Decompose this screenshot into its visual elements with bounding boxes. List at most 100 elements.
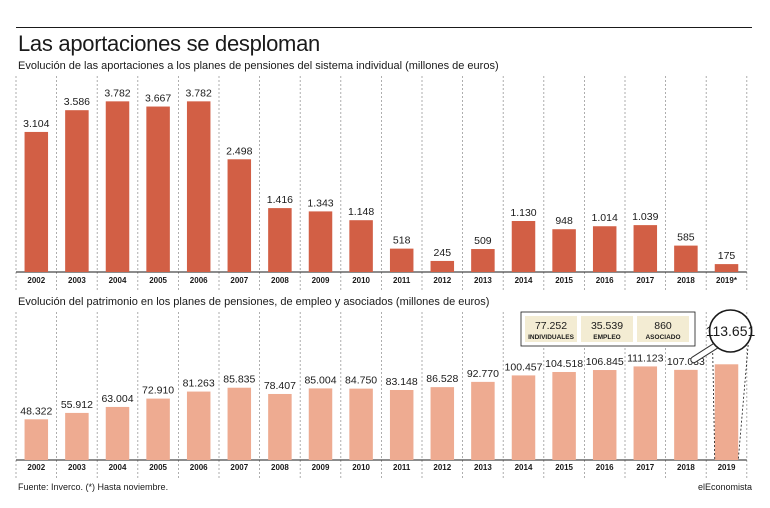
chart2-tick-label: 2016 bbox=[596, 463, 614, 472]
chart1-value-label: 518 bbox=[393, 235, 411, 247]
chart2-bar bbox=[268, 393, 292, 460]
chart2-value-label: 100.457 bbox=[505, 361, 543, 373]
chart2-bar bbox=[186, 391, 211, 460]
chart1-tick-label: 2017 bbox=[636, 276, 654, 285]
chart2-value-label: 85.004 bbox=[304, 374, 336, 386]
chart1-bar bbox=[674, 245, 698, 272]
chart2-bar bbox=[592, 370, 617, 460]
chart1-bar bbox=[308, 211, 333, 272]
chart1-value-label: 3.667 bbox=[145, 93, 171, 105]
breakdown-label: INDIVIDUALES bbox=[528, 334, 575, 341]
page-title: Las aportaciones se desploman bbox=[18, 31, 320, 56]
chart1-tick-label: 2002 bbox=[27, 276, 45, 285]
chart2-tick-label: 2007 bbox=[230, 463, 248, 472]
chart2-value-label: 86.528 bbox=[426, 373, 458, 385]
chart1-value-label: 585 bbox=[677, 232, 695, 244]
chart2-tick-label: 2017 bbox=[636, 463, 654, 472]
chart1-bar bbox=[227, 159, 252, 272]
chart2-value-label: 78.407 bbox=[264, 380, 296, 392]
magnifier-circle bbox=[708, 309, 753, 353]
chart1-value-label: 3.104 bbox=[23, 118, 49, 130]
chart1-tick-label: 2014 bbox=[515, 276, 533, 285]
chart1-value-label: 1.148 bbox=[348, 206, 374, 218]
chart1-value-label: 509 bbox=[474, 235, 492, 247]
chart2-value-label: 92.770 bbox=[467, 368, 499, 380]
chart2-title: Evolución del patrimonio en los planes d… bbox=[18, 296, 490, 308]
chart2-value-label: 111.123 bbox=[627, 352, 664, 364]
chart1-title: Evolución de las aportaciones a los plan… bbox=[18, 60, 499, 72]
chart2-bar bbox=[24, 419, 49, 460]
chart2-tick-label: 2018 bbox=[677, 463, 695, 472]
chart1-tick-label: 2016 bbox=[596, 276, 614, 285]
chart1-value-label: 948 bbox=[555, 215, 573, 227]
chart2-value-label: 63.004 bbox=[101, 393, 133, 405]
chart1-value-label: 3.782 bbox=[186, 87, 212, 99]
breakdown-cell bbox=[637, 316, 689, 342]
chart2-value-label: 48.322 bbox=[20, 405, 52, 417]
chart1-tick-label: 2007 bbox=[230, 276, 248, 285]
chart2-value-label: 72.910 bbox=[142, 385, 174, 397]
chart2-bar bbox=[146, 398, 170, 460]
chart2-tick-label: 2003 bbox=[68, 463, 86, 472]
breakdown-value: 860 bbox=[654, 320, 672, 332]
chart1-value-label: 1.039 bbox=[632, 211, 658, 223]
breakdown-cell bbox=[525, 316, 577, 342]
breakdown-label: ASOCIADO bbox=[645, 334, 680, 341]
chart2-bar bbox=[65, 412, 89, 460]
chart2-tick-label: 2011 bbox=[393, 463, 411, 472]
chart1-value-label: 3.782 bbox=[104, 87, 130, 99]
chart1-bar bbox=[714, 264, 739, 272]
chart1-value-label: 1.416 bbox=[267, 194, 293, 206]
chart1-tick-label: 2008 bbox=[271, 276, 289, 285]
breakdown-cell bbox=[581, 316, 633, 342]
chart1-tick-label: 2003 bbox=[68, 276, 86, 285]
chart1-aportaciones: 3.104 2002 3.586 2003 3.782 2004 3.667 2005 3.78… bbox=[15, 76, 748, 290]
chart1-tick-label: 2012 bbox=[433, 276, 451, 285]
chart2-value-label: 83.148 bbox=[386, 376, 418, 388]
chart2-bar bbox=[308, 388, 333, 460]
chart2-patrimonio: 48.322 2002 55.912 2003 63.004 2004 72.910 2005… bbox=[15, 312, 748, 478]
chart2-tick-label: 2019 bbox=[718, 463, 736, 472]
chart2-tick-label: 2015 bbox=[555, 463, 573, 472]
footer-brand: elEconomista bbox=[697, 482, 752, 492]
chart1-value-label: 245 bbox=[434, 247, 452, 259]
chart1-tick-label: 2004 bbox=[109, 276, 127, 285]
chart2-bar bbox=[674, 369, 698, 460]
chart1-bar bbox=[633, 225, 658, 272]
breakdown-callout: 77.252 INDIVIDUALES 35.539 EMPLEO 860 ASOCIAD… bbox=[520, 309, 756, 461]
chart1-bar bbox=[65, 110, 89, 272]
chart2-bar bbox=[511, 375, 536, 460]
chart1-bar bbox=[24, 131, 49, 272]
chart1-tick-label: 2010 bbox=[352, 276, 370, 285]
chart1-bar bbox=[552, 229, 576, 272]
chart1-tick-label: 2006 bbox=[190, 276, 208, 285]
chart2-tick-label: 2006 bbox=[190, 463, 208, 472]
chart2-tick-label: 2010 bbox=[352, 463, 370, 472]
chart2-value-label: 85.835 bbox=[223, 374, 255, 386]
chart1-bar bbox=[349, 220, 373, 272]
chart2-bar bbox=[471, 381, 495, 460]
chart2-tick-label: 2014 bbox=[515, 463, 533, 472]
chart1-value-label: 1.343 bbox=[307, 197, 333, 209]
chart1-tick-label: 2009 bbox=[312, 276, 330, 285]
chart2-bar bbox=[714, 364, 739, 460]
chart2-bar bbox=[349, 388, 373, 460]
chart2-value-label-2019: 113.651 bbox=[706, 323, 756, 339]
chart2-tick-label: 2008 bbox=[271, 463, 289, 472]
chart2-tick-label: 2004 bbox=[109, 463, 127, 472]
footer-source: Fuente: Inverco. (*) Hasta noviembre. bbox=[18, 482, 169, 492]
chart1-tick-label: 2011 bbox=[393, 276, 411, 285]
chart2-value-label: 84.750 bbox=[345, 375, 377, 387]
chart2-tick-label: 2009 bbox=[312, 463, 330, 472]
chart1-bar bbox=[146, 106, 170, 272]
chart1-value-label: 1.130 bbox=[510, 207, 536, 219]
chart2-bar bbox=[105, 406, 130, 460]
chart1-value-label: 3.586 bbox=[64, 96, 90, 108]
chart2-value-label: 81.263 bbox=[183, 378, 215, 390]
chart1-value-label: 175 bbox=[718, 250, 736, 262]
magnifier-handle-inner bbox=[691, 343, 719, 363]
chart1-tick-label: 2019* bbox=[716, 276, 738, 285]
chart2-tick-label: 2005 bbox=[149, 463, 167, 472]
chart1-tick-label: 2005 bbox=[149, 276, 167, 285]
